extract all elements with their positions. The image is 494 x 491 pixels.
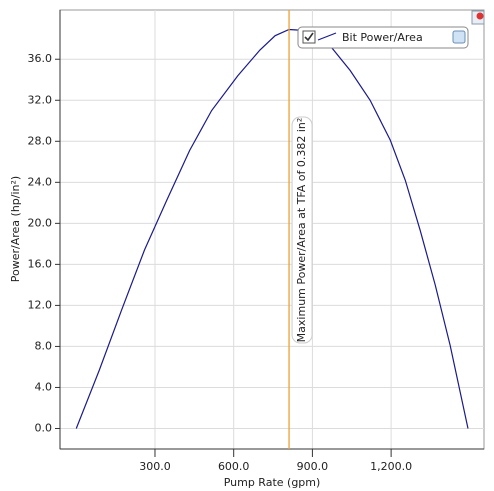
x-tick-label: 900.0 [297,460,329,473]
y-tick-label: 36.0 [28,52,53,65]
legend-label: Bit Power/Area [342,31,423,44]
x-tick-label: 1,200.0 [370,460,412,473]
checkmark [304,32,314,42]
y-axis-label: Power/Area (hp/in²) [9,176,22,282]
y-tick-label: 32.0 [28,93,53,106]
plot-area [59,9,485,450]
legend-button[interactable] [452,30,466,44]
marker-label: Maximum Power/Area at TFA of 0.382 in² [295,118,308,343]
y-tick-label: 12.0 [28,298,53,311]
legend [297,26,469,49]
legend-swatch [317,32,337,41]
x-tick-label: 300.0 [139,460,171,473]
x-axis-label: Pump Rate (gpm) [224,476,321,489]
y-tick-label: 16.0 [28,257,53,270]
marker-label-box [291,116,313,344]
y-tick-label: 24.0 [28,175,53,188]
y-tick-label: 0.0 [35,421,53,434]
y-tick-label: 8.0 [35,339,53,352]
legend-checkbox[interactable] [302,30,316,44]
x-tick-label: 600.0 [218,460,250,473]
y-tick-label: 20.0 [28,216,53,229]
legend-box [297,26,469,49]
y-tick-label: 4.0 [35,380,53,393]
icon-dot [476,12,484,20]
y-tick-label: 28.0 [28,134,53,147]
